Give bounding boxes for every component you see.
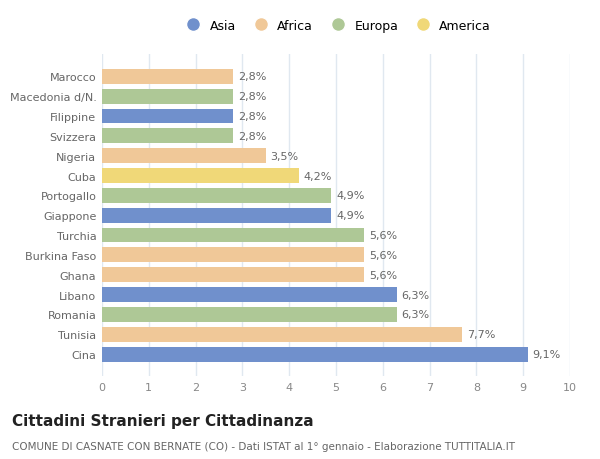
Bar	[102, 268, 364, 283]
Text: 9,1%: 9,1%	[533, 349, 561, 359]
Text: 7,7%: 7,7%	[467, 330, 496, 340]
Bar	[102, 287, 397, 302]
Text: 5,6%: 5,6%	[369, 230, 397, 241]
Text: 5,6%: 5,6%	[369, 270, 397, 280]
Text: 4,9%: 4,9%	[336, 191, 364, 201]
Text: Cittadini Stranieri per Cittadinanza: Cittadini Stranieri per Cittadinanza	[12, 413, 314, 428]
Text: 2,8%: 2,8%	[238, 92, 266, 102]
Text: 2,8%: 2,8%	[238, 132, 266, 141]
Text: 6,3%: 6,3%	[401, 290, 430, 300]
Bar	[102, 189, 331, 203]
Text: 5,6%: 5,6%	[369, 250, 397, 260]
Text: 4,9%: 4,9%	[336, 211, 364, 221]
Text: 3,5%: 3,5%	[271, 151, 299, 161]
Bar	[102, 248, 364, 263]
Bar	[102, 308, 397, 322]
Bar	[102, 327, 463, 342]
Bar	[102, 129, 233, 144]
Text: 2,8%: 2,8%	[238, 72, 266, 82]
Bar	[102, 228, 364, 243]
Bar	[102, 90, 233, 104]
Legend: Asia, Africa, Europa, America: Asia, Africa, Europa, America	[181, 20, 491, 33]
Text: 2,8%: 2,8%	[238, 112, 266, 122]
Text: 6,3%: 6,3%	[401, 310, 430, 320]
Text: COMUNE DI CASNATE CON BERNATE (CO) - Dati ISTAT al 1° gennaio - Elaborazione TUT: COMUNE DI CASNATE CON BERNATE (CO) - Dat…	[12, 441, 515, 451]
Bar	[102, 149, 266, 164]
Bar	[102, 70, 233, 84]
Bar	[102, 169, 299, 184]
Bar	[102, 347, 528, 362]
Bar	[102, 208, 331, 223]
Bar	[102, 109, 233, 124]
Text: 4,2%: 4,2%	[303, 171, 332, 181]
